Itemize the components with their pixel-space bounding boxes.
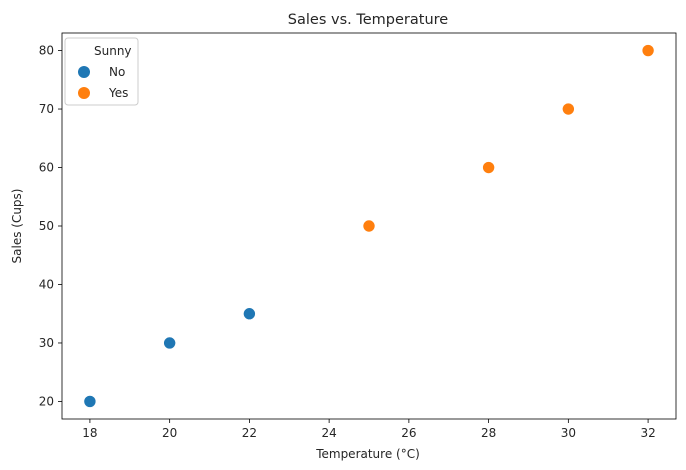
legend-items: No Yes: [78, 65, 128, 100]
y-tick-label: 60: [39, 161, 54, 175]
chart-title: Sales vs. Temperature: [288, 12, 448, 28]
x-tick-label: 32: [640, 426, 655, 440]
legend-label-no: No: [109, 65, 125, 79]
data-point-no: [83, 395, 97, 408]
legend-marker-yes: [78, 87, 90, 99]
data-point-yes: [562, 102, 575, 116]
x-tick-label: 22: [242, 426, 257, 440]
y-axis-ticks: 20 30 40 50 60 70 80: [39, 44, 62, 408]
data-point-yes: [482, 161, 495, 174]
x-tick-label: 28: [481, 426, 496, 440]
data-point-yes: [362, 219, 376, 233]
legend-title: Sunny: [94, 44, 132, 58]
y-tick-label: 80: [39, 44, 54, 58]
legend-marker-no: [78, 66, 90, 78]
y-tick-label: 30: [39, 336, 54, 350]
data-point-no: [163, 336, 176, 350]
y-tick-label: 40: [39, 277, 54, 291]
y-tick-label: 50: [39, 219, 54, 233]
x-tick-label: 24: [321, 426, 336, 440]
x-tick-label: 26: [401, 426, 416, 440]
legend: Sunny No Yes: [64, 37, 139, 106]
y-axis-label: Sales (Cups): [10, 189, 24, 264]
plot-marks: [83, 44, 655, 408]
x-tick-label: 18: [82, 426, 97, 440]
x-tick-label: 30: [561, 426, 576, 440]
y-tick-label: 70: [39, 102, 54, 116]
x-axis-label: Temperature (°C): [315, 447, 420, 461]
legend-label-yes: Yes: [108, 86, 128, 100]
data-point-yes: [641, 44, 655, 57]
x-axis-ticks: 18 20 22 24 26 28 30 32: [82, 419, 656, 440]
y-tick-label: 20: [39, 394, 54, 408]
x-tick-label: 20: [162, 426, 177, 440]
data-point-no: [243, 307, 256, 321]
